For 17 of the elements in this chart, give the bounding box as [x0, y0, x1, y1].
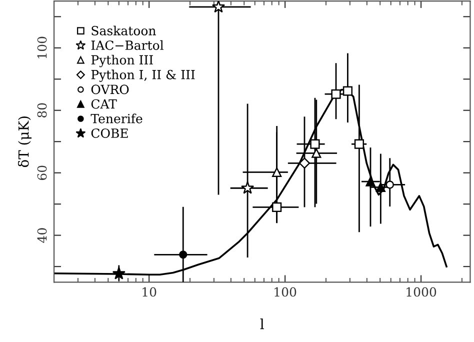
legend-label: Saskatoon	[92, 26, 156, 36]
y-tick-label: 80	[37, 103, 47, 118]
y-axis-title: δT (μK)	[18, 116, 32, 168]
x-tick-label: 10	[142, 287, 156, 297]
legend-label: Python III	[91, 54, 153, 68]
x-tick-label: 100	[274, 287, 296, 297]
legend-label: Tenerife	[90, 114, 142, 124]
x-tick-label: 1000	[406, 287, 436, 297]
y-tick-label: 60	[37, 166, 47, 180]
legend-label: OVRO	[91, 84, 129, 94]
legend-label: IAC−Bartol	[91, 40, 164, 50]
legend-label: CAT	[91, 99, 117, 109]
legend-label: COBE	[91, 128, 128, 138]
legend-label: Python I, II & III	[91, 70, 195, 82]
y-tick-label: 100	[37, 36, 47, 58]
x-axis-title: l	[260, 318, 264, 330]
y-tick-label: 40	[37, 228, 47, 243]
